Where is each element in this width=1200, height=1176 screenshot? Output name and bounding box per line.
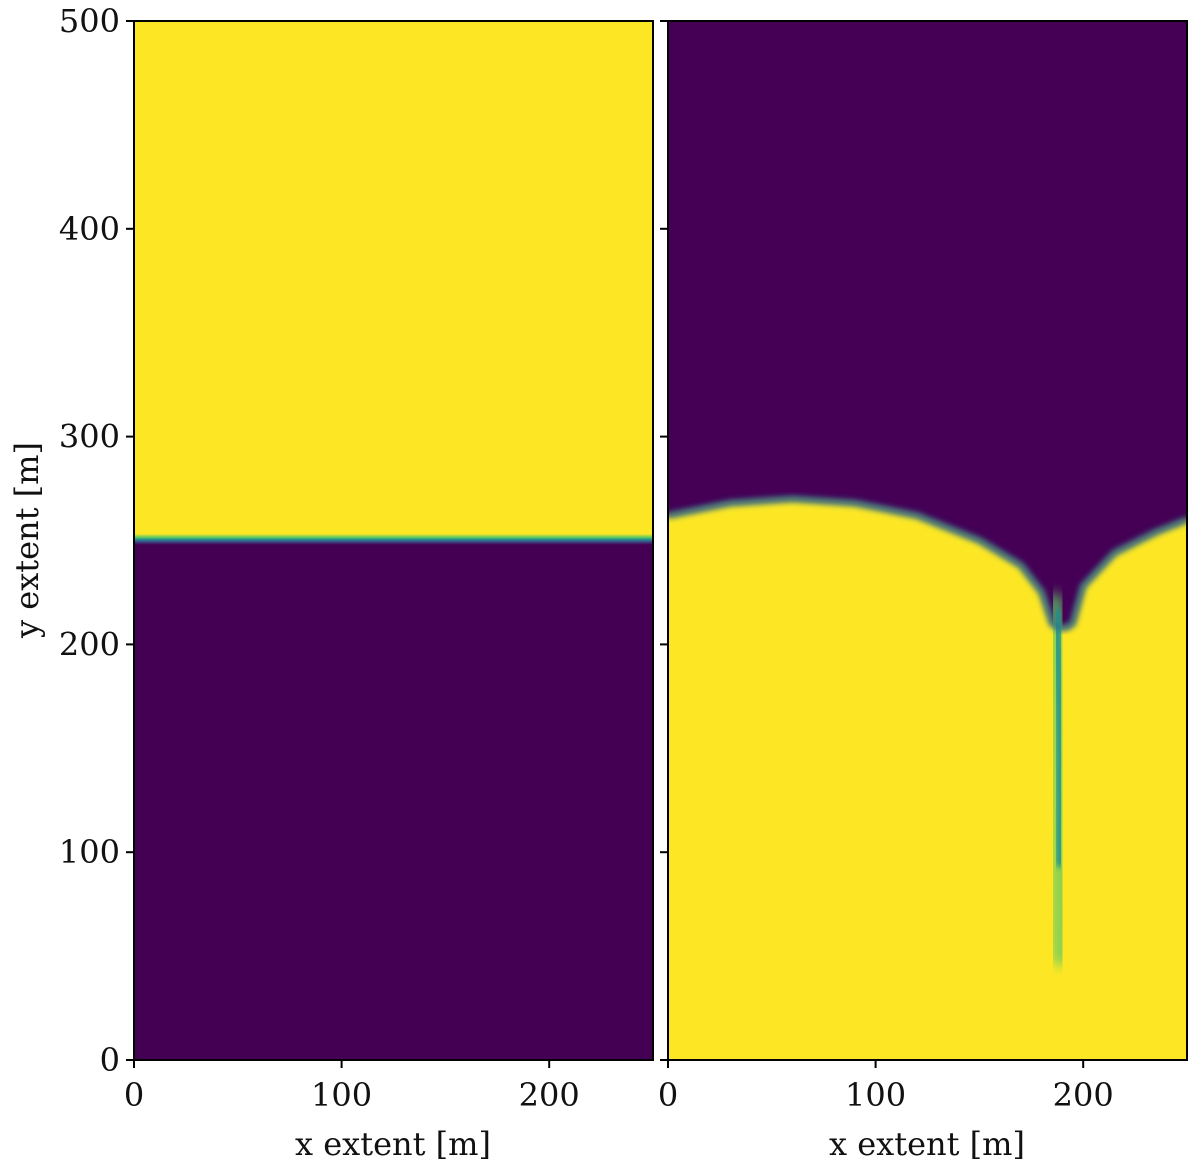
x-tick-label: 0 — [124, 1076, 144, 1114]
left-x-ticks: 0 100 200 — [124, 1060, 580, 1114]
right-x-ticks: 0 100 200 — [658, 1060, 1114, 1114]
x-tick-label: 0 — [658, 1076, 678, 1114]
y-tick-label: 100 — [59, 833, 120, 871]
right-panel: 0 100 200 x extent [m] — [658, 20, 1188, 1163]
left-axes-frame — [133, 20, 654, 1061]
right-interface-band — [668, 495, 1187, 632]
y-tick-label: 0 — [100, 1041, 120, 1079]
y-tick-label: 500 — [59, 2, 120, 40]
y-tick-label: 300 — [59, 418, 120, 456]
right-y-ticks — [660, 20, 668, 1061]
right-upper-region — [668, 21, 1187, 628]
left-panel: 0 100 200 300 400 500 0 100 200 x extent [m] y … — [8, 2, 654, 1163]
x-tick-label: 100 — [845, 1076, 906, 1114]
right-x-axis-label: x extent [m] — [829, 1125, 1025, 1163]
y-tick-label: 400 — [59, 210, 120, 248]
x-tick-label: 100 — [311, 1076, 372, 1114]
right-plume-core — [1051, 608, 1066, 868]
x-tick-label: 200 — [519, 1076, 580, 1114]
left-y-ticks: 0 100 200 300 400 500 — [59, 2, 134, 1079]
right-axes-frame — [667, 20, 1188, 1061]
x-tick-label: 200 — [1053, 1076, 1114, 1114]
left-y-axis-label: y extent [m] — [8, 442, 46, 639]
left-heatmap — [134, 21, 653, 1060]
left-x-axis-label: x extent [m] — [295, 1125, 491, 1163]
y-tick-label: 200 — [59, 625, 120, 663]
